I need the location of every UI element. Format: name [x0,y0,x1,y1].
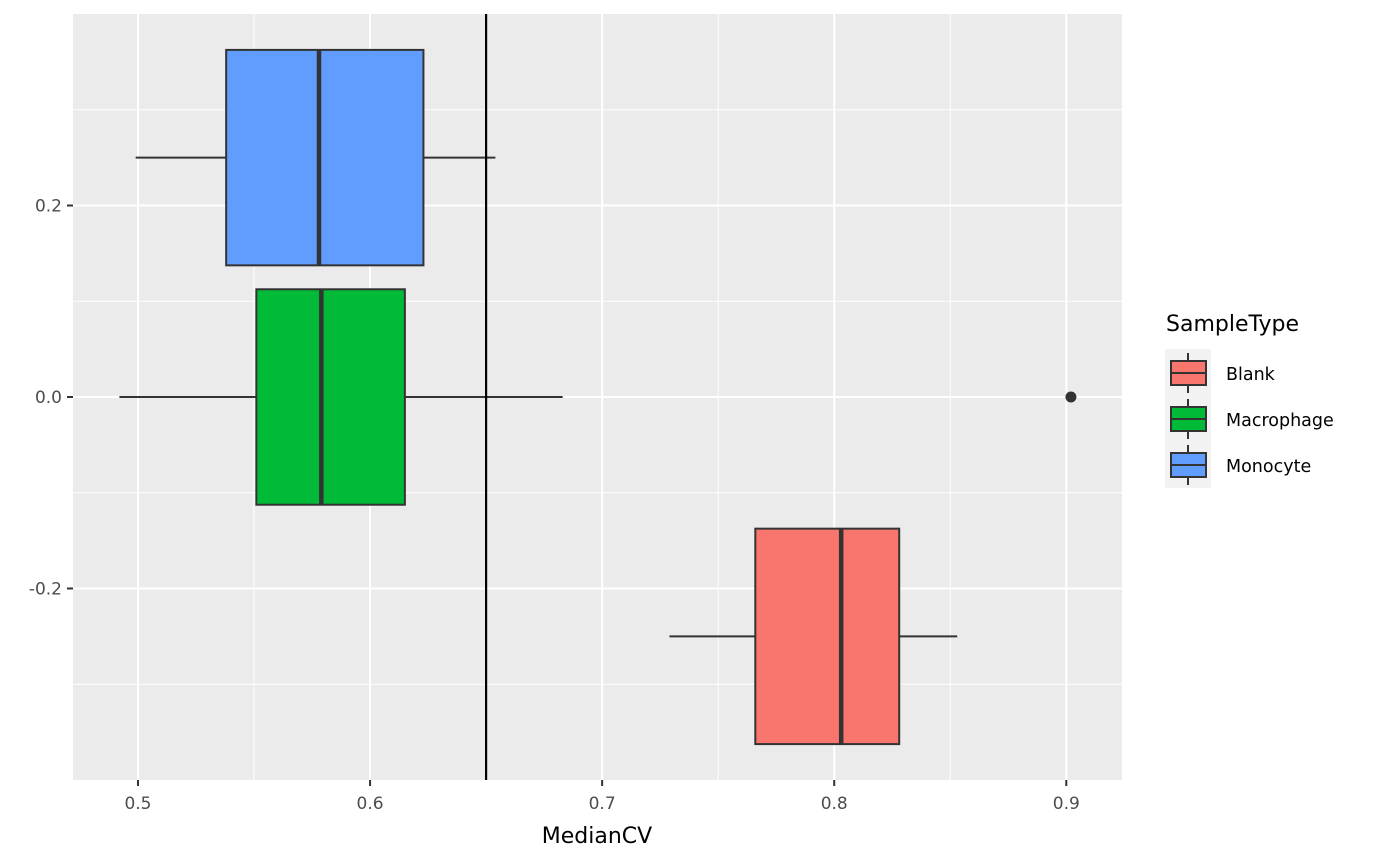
legend-entry-blank: Blank [1170,353,1276,393]
y-tick-label: 0.2 [35,197,62,217]
legend: SampleType Blank Macrophage Monocyte [1165,312,1334,488]
y-axis: 0.2 0.0 -0.2 [29,197,73,600]
x-tick-label: 0.7 [589,794,616,814]
x-tick-label: 0.6 [357,794,384,814]
box-iqr [754,527,901,746]
box-monocyte [135,48,496,267]
x-tick-label: 0.9 [1053,794,1080,814]
legend-label: Monocyte [1226,457,1311,477]
x-tick-label: 0.8 [821,794,848,814]
outlier-point [1065,391,1077,403]
legend-label: Macrophage [1226,411,1334,431]
x-axis: 0.5 0.6 0.7 0.8 0.9 [124,780,1080,814]
box-iqr [225,48,425,267]
box-blank [669,527,958,746]
legend-title: SampleType [1166,312,1299,337]
legend-entry-macrophage: Macrophage [1170,399,1334,439]
x-tick-label: 0.5 [124,794,151,814]
box-macrophage [119,288,1077,506]
legend-label: Blank [1226,365,1276,385]
y-tick-label: -0.2 [29,580,62,600]
y-tick-label: 0.0 [35,388,62,408]
box-iqr [255,288,406,506]
legend-entry-monocyte: Monocyte [1170,445,1311,485]
x-axis-title: MedianCV [542,824,652,849]
box-series [119,48,1077,746]
